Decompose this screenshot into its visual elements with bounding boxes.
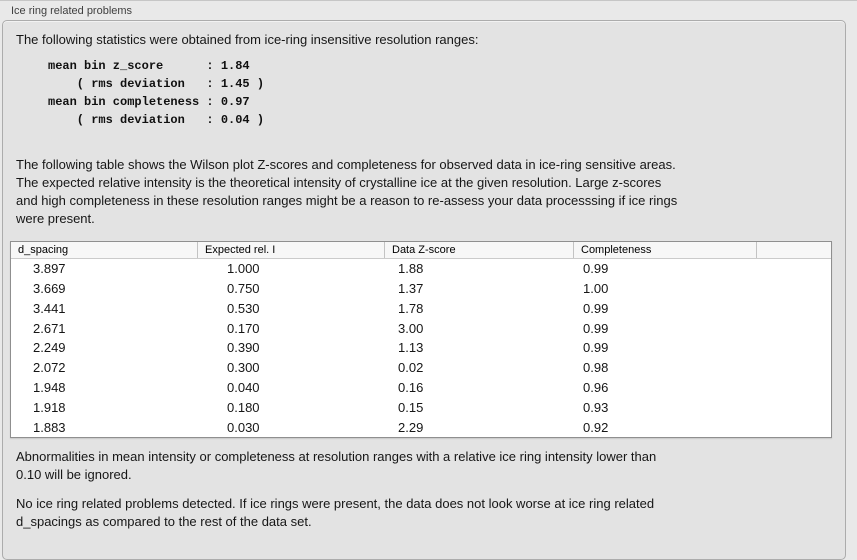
table-row[interactable]: 1.918 0.180 0.15 0.93 [11,397,831,417]
table-row[interactable]: 1.948 0.040 0.16 0.96 [11,378,831,398]
cell-expected-rel-i: 1.000 [227,261,260,277]
ignore-note-text: Abnormalities in mean intensity or compl… [16,448,656,484]
cell-completeness: 0.96 [583,379,609,395]
cell-d-spacing: 3.669 [33,281,66,297]
cell-d-spacing: 1.883 [33,419,66,435]
cell-expected-rel-i: 0.750 [227,281,260,297]
column-header-expected-rel-i: Expected rel. I [198,242,385,258]
cell-expected-rel-i: 0.170 [227,320,260,336]
table-row[interactable]: 3.441 0.530 1.78 0.99 [11,299,831,319]
column-header-d-spacing: d_spacing [11,242,198,258]
description-line: and high completeness in these resolutio… [16,193,678,208]
cell-expected-rel-i: 0.180 [227,399,260,415]
cell-data-z-score: 1.13 [398,340,424,356]
cell-data-z-score: 0.16 [398,379,424,395]
cell-data-z-score: 0.15 [398,399,424,415]
cell-expected-rel-i: 0.300 [227,360,260,376]
description-text: The following table shows the Wilson plo… [16,156,677,228]
cell-data-z-score: 1.78 [398,300,424,316]
ignore-note-line: 0.10 will be ignored. [16,467,132,482]
cell-data-z-score: 2.29 [398,419,424,435]
groupbox-title: Ice ring related problems [11,5,133,17]
cell-data-z-score: 0.02 [398,360,424,376]
cell-completeness: 0.99 [583,300,609,316]
cell-d-spacing: 2.249 [33,340,66,356]
cell-expected-rel-i: 0.040 [227,379,260,395]
cell-d-spacing: 2.671 [33,320,66,336]
cell-completeness: 0.93 [583,399,609,415]
cell-d-spacing: 3.441 [33,300,66,316]
cell-data-z-score: 3.00 [398,320,424,336]
ice-ring-groupbox: The following statistics were obtained f… [2,20,846,560]
cell-completeness: 0.92 [583,419,609,435]
statistics-block: mean bin z_score : 1.84 ( rms deviation … [48,59,265,127]
cell-d-spacing: 1.918 [33,399,66,415]
conclusion-line: No ice ring related problems detected. I… [16,496,655,511]
table-row[interactable]: 1.883 0.030 2.29 0.92 [11,417,831,437]
description-line: were present. [16,211,95,226]
cell-completeness: 0.98 [583,360,609,376]
table-body: 3.897 1.000 1.88 0.99 3.669 0.750 1.37 1… [11,259,831,437]
ignore-note-line: Abnormalities in mean intensity or compl… [16,449,657,464]
cell-completeness: 0.99 [583,340,609,356]
cell-d-spacing: 3.897 [33,261,66,277]
description-line: The following table shows the Wilson plo… [16,157,676,172]
conclusion-text: No ice ring related problems detected. I… [16,495,654,531]
intro-text: The following statistics were obtained f… [16,32,479,47]
table-row[interactable]: 2.249 0.390 1.13 0.99 [11,338,831,358]
cell-completeness: 1.00 [583,281,609,297]
table-row[interactable]: 2.072 0.300 0.02 0.98 [11,358,831,378]
cell-data-z-score: 1.88 [398,261,424,277]
column-header-data-z-score: Data Z-score [385,242,574,258]
cell-expected-rel-i: 0.390 [227,340,260,356]
column-header-empty [757,242,831,258]
table-row[interactable]: 2.671 0.170 3.00 0.99 [11,318,831,338]
table-header-row: d_spacing Expected rel. I Data Z-score C… [11,242,831,259]
column-header-completeness: Completeness [574,242,757,258]
ice-ring-table: d_spacing Expected rel. I Data Z-score C… [10,241,832,438]
cell-d-spacing: 2.072 [33,360,66,376]
cell-data-z-score: 1.37 [398,281,424,297]
cell-expected-rel-i: 0.030 [227,419,260,435]
table-row[interactable]: 3.897 1.000 1.88 0.99 [11,259,831,279]
table-row[interactable]: 3.669 0.750 1.37 1.00 [11,279,831,299]
description-line: The expected relative intensity is the t… [16,175,662,190]
conclusion-line: d_spacings as compared to the rest of th… [16,514,312,529]
cell-d-spacing: 1.948 [33,379,66,395]
cell-expected-rel-i: 0.530 [227,300,260,316]
cell-completeness: 0.99 [583,261,609,277]
cell-completeness: 0.99 [583,320,609,336]
